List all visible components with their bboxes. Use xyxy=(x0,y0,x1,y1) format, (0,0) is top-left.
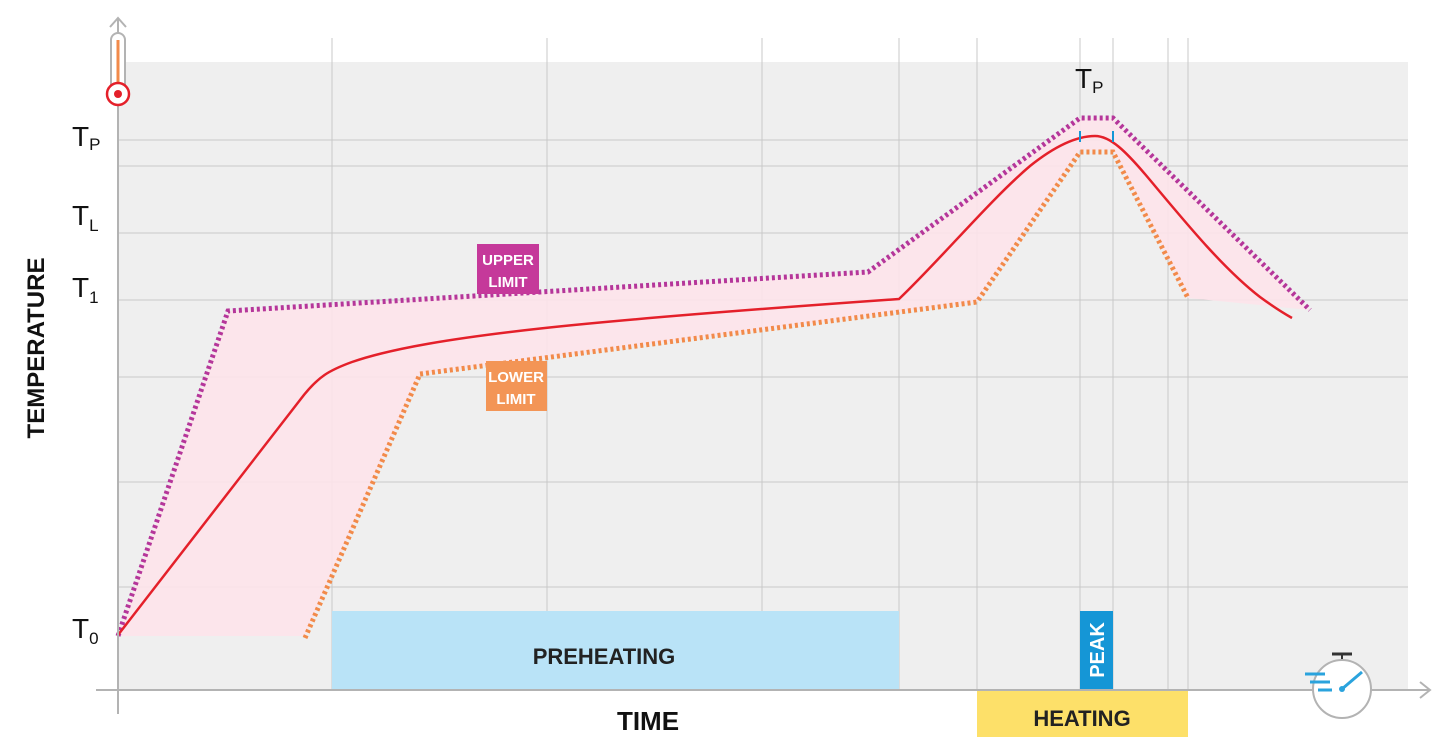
y-tick-t1: T1 xyxy=(72,272,99,307)
y-axis-title: TEMPERATURE xyxy=(23,258,50,439)
lower-limit-label-line2: LIMIT xyxy=(496,391,535,408)
lower-limit-label-line1: LOWER xyxy=(488,369,544,386)
y-tick-tl: TL xyxy=(72,200,99,235)
reflow-profile-curve xyxy=(117,134,1293,636)
thermometer-icon xyxy=(105,32,131,107)
peak-label: PEAK xyxy=(1087,622,1109,678)
svg-text:T0: T0 xyxy=(72,613,99,648)
y-tick-t0: T0 xyxy=(72,613,99,648)
svg-text:T1: T1 xyxy=(72,272,99,307)
svg-text:TP: TP xyxy=(72,121,100,154)
y-axis xyxy=(109,16,127,714)
upper-limit-label-line1: UPPER xyxy=(482,252,534,269)
y-tick-tp: TP xyxy=(72,121,100,154)
svg-text:TL: TL xyxy=(72,200,99,235)
heating-zone xyxy=(977,691,1188,737)
horizontal-gridlines xyxy=(118,139,1408,588)
vertical-gridlines xyxy=(331,38,1189,690)
preheating-label: PREHEATING xyxy=(533,644,676,669)
lower-limit-tag xyxy=(486,361,547,411)
upper-limit-tag xyxy=(477,244,539,294)
peak-temperature-label: TP xyxy=(1075,63,1103,97)
x-axis xyxy=(96,681,1432,699)
upper-limit-label-line2: LIMIT xyxy=(488,274,527,291)
stopwatch-icon xyxy=(1305,652,1372,719)
heating-label: HEATING xyxy=(1033,706,1130,731)
x-axis-title: TIME xyxy=(617,706,679,736)
svg-text:TP: TP xyxy=(1075,63,1103,97)
peak-zone xyxy=(1080,611,1113,690)
peak-tick-marks xyxy=(1079,131,1114,142)
preheating-zone xyxy=(332,611,899,690)
